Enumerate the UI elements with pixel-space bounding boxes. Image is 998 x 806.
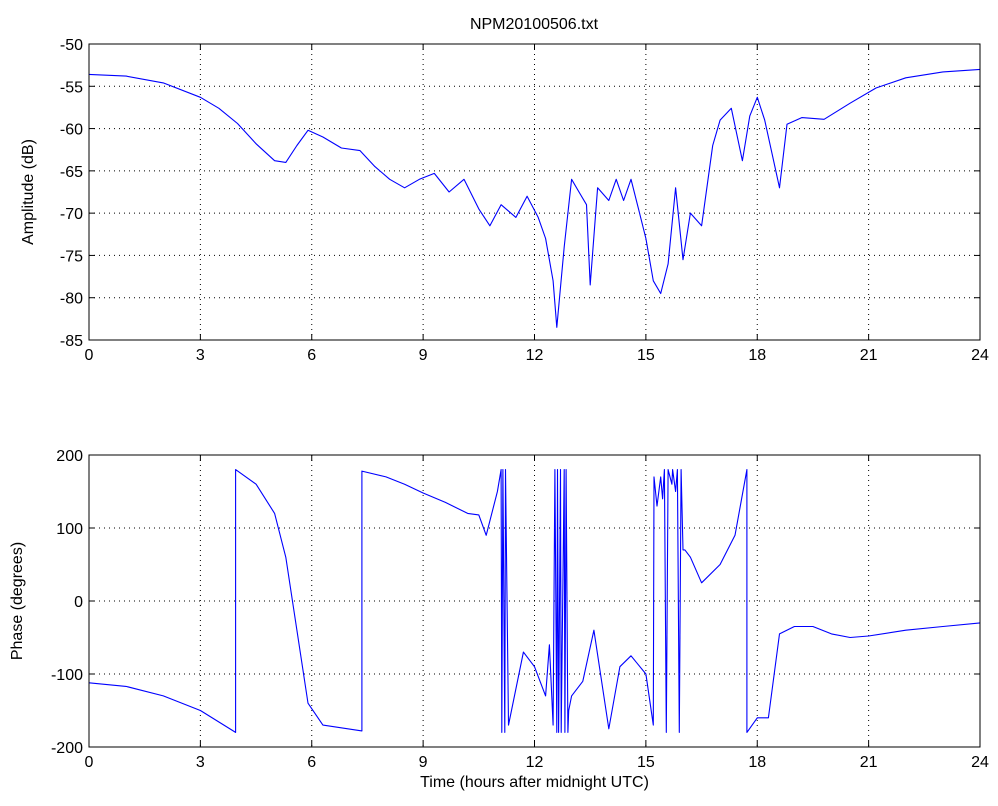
x-tick-label: 3 bbox=[196, 754, 205, 771]
y-tick-label: 100 bbox=[56, 521, 83, 538]
y-axis-label: Phase (degrees) bbox=[9, 542, 26, 660]
data-series-line bbox=[88, 68, 981, 328]
phase-plot: 0 3 6 9 12 15 18 21 24 -200 -100 0 100 200 Phase (degr… bbox=[9, 448, 989, 791]
x-tick-label: 21 bbox=[860, 754, 878, 771]
y-tick-label: -85 bbox=[60, 333, 83, 350]
x-tick-label: 12 bbox=[526, 347, 544, 364]
data-series-line bbox=[88, 469, 981, 733]
x-tick-label: 9 bbox=[419, 347, 428, 364]
y-tick-label: 0 bbox=[74, 594, 83, 611]
x-tick-label: 3 bbox=[196, 347, 205, 364]
y-tick-label: -80 bbox=[60, 291, 83, 308]
x-tick-label: 0 bbox=[85, 347, 94, 364]
x-tick-label: 9 bbox=[419, 754, 428, 771]
y-tick-label: 200 bbox=[56, 448, 83, 465]
amplitude-plot: 0 3 6 9 12 15 18 21 24 -85 -80 -75 -70 -65 -60 -55 -50 Am… bbox=[20, 37, 989, 364]
y-tick-label: -200 bbox=[51, 740, 83, 757]
y-tick-label: -50 bbox=[60, 37, 83, 54]
y-tick-label: -55 bbox=[60, 79, 83, 96]
y-axis-label: Amplitude (dB) bbox=[20, 139, 37, 245]
y-tick-label: -65 bbox=[60, 164, 83, 181]
x-tick-label: 24 bbox=[971, 754, 989, 771]
y-tick-label: -75 bbox=[60, 248, 83, 265]
x-axis-label: Time (hours after midnight UTC) bbox=[420, 774, 649, 791]
figure-title: NPM20100506.txt bbox=[470, 16, 599, 33]
x-tick-label: 15 bbox=[637, 347, 655, 364]
x-tick-label: 6 bbox=[307, 347, 316, 364]
y-tick-label: -100 bbox=[51, 667, 83, 684]
axes-frame bbox=[88, 43, 981, 341]
x-tick-label: 6 bbox=[307, 754, 316, 771]
x-tick-label: 18 bbox=[748, 347, 766, 364]
y-tick-label: -60 bbox=[60, 122, 83, 139]
x-tick-label: 21 bbox=[860, 347, 878, 364]
x-tick-label: 12 bbox=[526, 754, 544, 771]
x-tick-label: 15 bbox=[637, 754, 655, 771]
y-tick-label: -70 bbox=[60, 206, 83, 223]
x-tick-label: 24 bbox=[971, 347, 989, 364]
x-tick-label: 18 bbox=[748, 754, 766, 771]
x-tick-label: 0 bbox=[85, 754, 94, 771]
